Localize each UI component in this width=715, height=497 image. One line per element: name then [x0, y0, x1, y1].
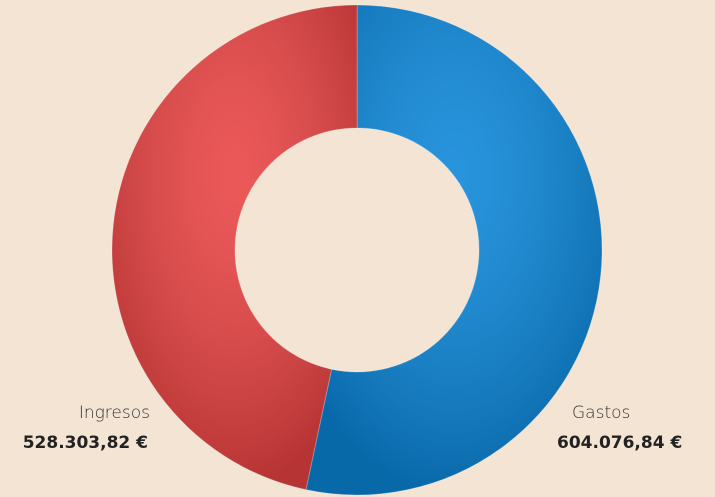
segment-name: Gastos: [572, 403, 630, 423]
segment-value: 604.076,84 €: [557, 433, 682, 453]
segment-value: 528.303,82 €: [23, 433, 148, 453]
segment-name: Ingresos: [79, 403, 150, 423]
